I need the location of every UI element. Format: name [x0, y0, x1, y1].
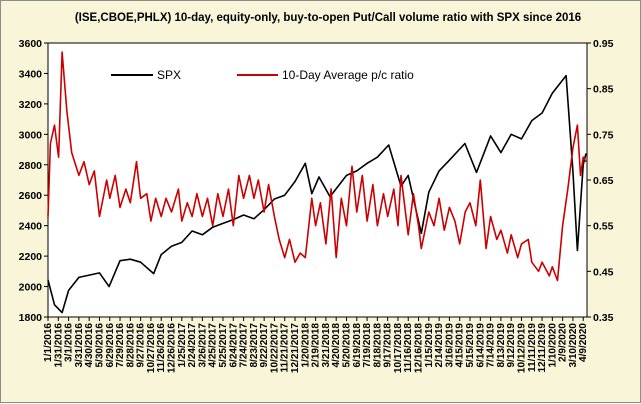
y-right-tick-label: 0.65 — [593, 175, 614, 187]
x-tick-label: 10/22/2017 — [269, 323, 280, 373]
legend: SPX 10-Day Average p/c ratio — [111, 68, 414, 82]
y-right-tick-label: 0.85 — [593, 84, 614, 96]
y-right-tick-label: 0.35 — [593, 312, 614, 324]
x-tick-label: 9/12/2019 — [506, 323, 517, 368]
x-tick-label: 7/14/2019 — [486, 323, 497, 368]
x-tick-label: 9/27/2016 — [136, 323, 147, 368]
x-tick-label: 1/15/2019 — [424, 323, 435, 368]
y-left-tick-label: 3000 — [19, 129, 43, 141]
x-tick-label: 3/1/2016 — [64, 323, 75, 362]
x-tick-label: 1/20/2018 — [300, 323, 311, 368]
x-tick-label: 8/28/2016 — [125, 323, 136, 368]
x-tick-label: 4/15/2019 — [455, 323, 466, 368]
x-tick-label: 6/24/2017 — [228, 323, 239, 368]
spx-series-line — [47, 74, 587, 314]
y-right-tick-label: 0.45 — [593, 266, 614, 278]
x-tick-label: 8/13/2019 — [496, 323, 507, 368]
y-left-tick-label: 2000 — [19, 282, 43, 294]
x-tick-label: 5/25/2017 — [218, 323, 229, 368]
x-tick-label: 12/11/2019 — [537, 323, 548, 373]
x-tick-label: 3/31/2016 — [74, 323, 85, 368]
x-tick-label: 11/11/2019 — [527, 323, 538, 372]
x-tick-label: 9/22/2017 — [259, 323, 270, 368]
x-tick-label: 1/31/2016 — [53, 323, 64, 368]
x-tick-label: 2/14/2019 — [434, 323, 445, 368]
y-right-tick-label: 0.55 — [593, 221, 614, 233]
legend-label-pc: 10-Day Average p/c ratio — [282, 68, 414, 82]
x-tick-label: 10/12/2019 — [516, 323, 527, 373]
y-right-tick-label: 0.75 — [593, 129, 614, 141]
x-tick-label: 2/24/2017 — [187, 323, 198, 368]
x-tick-label: 1/1/2016 — [43, 323, 54, 362]
x-tick-label: 5/15/2019 — [465, 323, 476, 368]
y-left-tick-label: 1800 — [19, 312, 43, 324]
legend-label-spx: SPX — [157, 68, 181, 82]
x-tick-label: 7/24/2017 — [239, 323, 250, 368]
series-group — [47, 51, 587, 314]
x-tick-label: 3/21/2018 — [321, 323, 332, 368]
x-tick-label: 6/19/2018 — [352, 323, 363, 368]
x-tick-label: 2/19/2018 — [311, 323, 322, 368]
y-left-tick-label: 2200 — [19, 251, 43, 263]
x-tick-label: 12/26/2016 — [167, 323, 178, 373]
x-tick-label: 8/23/2017 — [249, 323, 260, 368]
x-tick-label: 7/29/2016 — [115, 323, 126, 368]
x-tick-label: 1/25/2017 — [177, 323, 188, 368]
y-left-tick-label: 2400 — [19, 221, 43, 233]
y-right-tick-label: 0.95 — [593, 38, 614, 50]
x-tick-label: 2/9/2020 — [558, 323, 569, 362]
x-tick-label: 12/21/2017 — [290, 323, 301, 373]
y-left-tick-label: 2800 — [19, 160, 43, 172]
x-tick-label: 3/10/2020 — [568, 323, 579, 368]
y-left-tick-label: 3200 — [19, 99, 43, 111]
chart-title: (ISE,CBOE,PHLX) 10-day, equity-only, buy… — [75, 12, 581, 24]
x-tick-label: 1/10/2020 — [547, 323, 558, 368]
x-tick-label: 7/19/2018 — [362, 323, 373, 368]
x-tick-label: 4/25/2017 — [208, 323, 219, 368]
x-tick-label: 9/17/2018 — [383, 323, 394, 368]
x-tick-label: 4/20/2018 — [331, 323, 342, 368]
y-axis-right: 0.35 0.45 0.55 0.65 0.75 0.85 0.95 — [587, 38, 614, 324]
x-tick-label: 11/21/2017 — [280, 323, 291, 373]
x-tick-label: 5/30/2016 — [94, 323, 105, 368]
x-tick-label: 10/17/2018 — [393, 323, 404, 373]
x-tick-label: 6/29/2016 — [105, 323, 116, 368]
y-left-tick-label: 2600 — [19, 190, 43, 202]
x-tick-label: 4/9/2020 — [578, 323, 589, 362]
y-left-tick-label: 3600 — [19, 38, 43, 50]
x-tick-label: 4/30/2016 — [84, 323, 95, 368]
x-tick-label: 3/26/2017 — [197, 323, 208, 368]
x-tick-label: 12/16/2018 — [414, 323, 425, 373]
x-tick-label: 8/18/2018 — [372, 323, 383, 368]
x-tick-label: 10/27/2016 — [146, 323, 157, 373]
x-tick-label: 3/16/2019 — [444, 323, 455, 368]
y-left-tick-label: 3400 — [19, 68, 43, 80]
x-tick-label: 11/26/2016 — [156, 323, 167, 373]
y-axis-left: 1800 2000 2200 2400 2600 2800 3000 3200 3400 3600 — [19, 38, 48, 324]
pc-ratio-series-line — [47, 51, 587, 282]
x-tick-label: 5/20/2018 — [341, 323, 352, 368]
x-tick-label: 11/16/2018 — [403, 323, 414, 373]
x-tick-label: 6/14/2019 — [475, 323, 486, 368]
x-axis: 1/1/2016 1/31/2016 3/1/2016 3/31/2016 4/30/2… — [43, 317, 589, 373]
